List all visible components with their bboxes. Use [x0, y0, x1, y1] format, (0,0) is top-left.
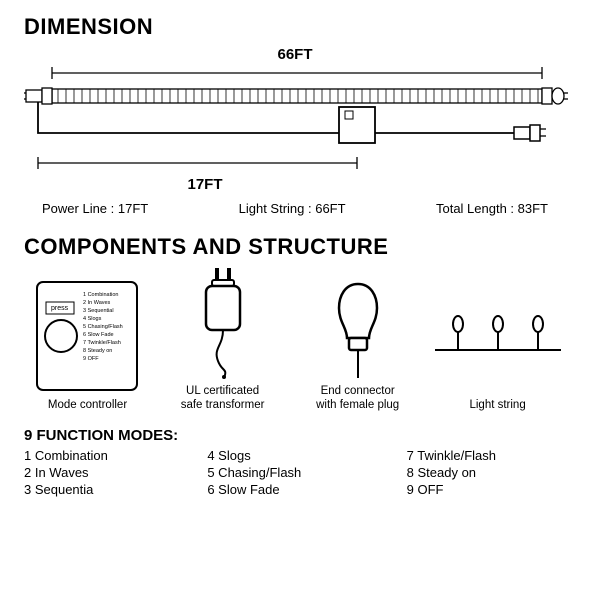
mode-item: 9 OFF: [407, 482, 566, 497]
components-title: COMPONENTS AND STRUCTURE: [24, 234, 566, 260]
mode-item: 4 Slogs: [207, 448, 382, 463]
mode-item: 3 Sequentia: [24, 482, 183, 497]
svg-text:9 OFF: 9 OFF: [83, 356, 99, 362]
component-label: Light string: [469, 399, 525, 413]
svg-text:3 Sequential: 3 Sequential: [83, 308, 114, 314]
component-end-connector: End connector with female plug: [294, 266, 421, 413]
svg-text:4 Slogs: 4 Slogs: [83, 316, 102, 322]
dimension-bottom-measure: 17FT: [0, 176, 566, 193]
end-connector-icon: [323, 266, 393, 381]
component-transformer: UL certificated safe transformer: [159, 266, 286, 413]
mode-controller-icon: press 1 Combination 2 In Waves 3 Sequent…: [33, 280, 143, 395]
dimension-title: DIMENSION: [24, 14, 566, 40]
svg-text:5 Chasing/Flash: 5 Chasing/Flash: [83, 324, 123, 330]
spec-power-line: Power Line : 17FT: [42, 201, 148, 216]
svg-text:8 Steady on: 8 Steady on: [83, 348, 112, 354]
light-string-icon: [433, 280, 563, 395]
component-mode-controller: press 1 Combination 2 In Waves 3 Sequent…: [24, 280, 151, 413]
mode-item: 1 Combination: [24, 448, 183, 463]
function-modes-title: 9 FUNCTION MODES:: [24, 427, 566, 444]
mode-item: 6 Slow Fade: [207, 482, 382, 497]
mode-item: 2 In Waves: [24, 465, 183, 480]
svg-text:6 Slow Fade: 6 Slow Fade: [83, 332, 114, 338]
svg-text:press: press: [51, 305, 69, 312]
mode-item: 5 Chasing/Flash: [207, 465, 382, 480]
component-label: Mode controller: [48, 399, 127, 413]
dimension-specs-row: Power Line : 17FT Light String : 66FT To…: [24, 201, 566, 216]
spec-total-length: Total Length : 83FT: [436, 201, 548, 216]
svg-text:7 Twinkle/Flash: 7 Twinkle/Flash: [83, 340, 121, 346]
component-label: UL certificated safe transformer: [181, 385, 265, 413]
dimension-top-measure: 66FT: [24, 46, 566, 63]
spec-light-string: Light String : 66FT: [239, 201, 346, 216]
svg-text:2 In Waves: 2 In Waves: [83, 300, 111, 306]
mode-item: 7 Twinkle/Flash: [407, 448, 566, 463]
transformer-icon: [188, 266, 258, 381]
mode-item: 8 Steady on: [407, 465, 566, 480]
component-light-string: Light string: [429, 280, 566, 413]
components-row: press 1 Combination 2 In Waves 3 Sequent…: [24, 266, 566, 413]
function-modes-grid: 1 Combination 4 Slogs 7 Twinkle/Flash 2 …: [24, 448, 566, 497]
svg-text:1 Combination: 1 Combination: [83, 292, 118, 298]
dimension-diagram: [24, 63, 566, 176]
component-label: End connector with female plug: [316, 385, 399, 413]
function-modes-section: 9 FUNCTION MODES: 1 Combination 4 Slogs …: [24, 427, 566, 497]
